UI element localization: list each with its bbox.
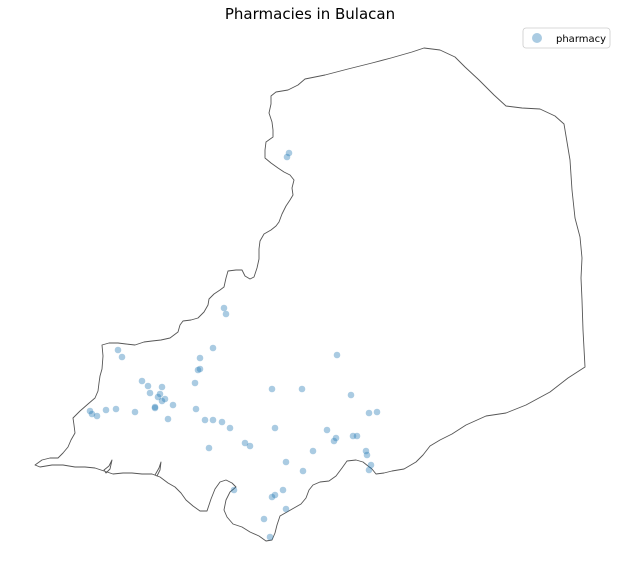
- pharmacy-point: [363, 451, 371, 459]
- pharmacy-point: [114, 346, 122, 354]
- pharmacy-point: [218, 418, 226, 426]
- pharmacy-point: [86, 407, 94, 415]
- legend-label-pharmacy: pharmacy: [556, 34, 606, 45]
- pharmacy-point: [271, 491, 279, 499]
- pharmacy-point: [88, 410, 96, 418]
- pharmacy-points: [86, 149, 381, 541]
- pharmacy-point: [353, 432, 361, 440]
- pharmacy-point: [205, 444, 213, 452]
- pharmacy-point: [151, 404, 159, 412]
- pharmacy-point: [156, 390, 164, 398]
- pharmacy-point: [144, 382, 152, 390]
- pharmacy-point: [201, 416, 209, 424]
- pharmacy-point: [131, 408, 139, 416]
- pharmacy-point: [196, 365, 204, 373]
- pharmacy-point: [347, 391, 355, 399]
- pharmacy-point: [220, 304, 228, 312]
- pharmacy-point: [373, 408, 381, 416]
- pharmacy-point: [282, 458, 290, 466]
- pharmacy-point: [222, 310, 230, 318]
- pharmacy-point: [196, 354, 204, 362]
- pharmacy-point: [266, 533, 274, 541]
- pharmacy-point: [246, 442, 254, 450]
- pharmacy-point: [268, 385, 276, 393]
- legend-marker: [532, 33, 542, 43]
- pharmacy-point: [309, 447, 317, 455]
- bulacan-boundary: [34, 47, 586, 542]
- pharmacy-point: [365, 409, 373, 417]
- pharmacy-point: [271, 424, 279, 432]
- pharmacy-point: [323, 426, 331, 434]
- pharmacy-point: [158, 397, 166, 405]
- pharmacy-point: [102, 406, 110, 414]
- pharmacy-point: [158, 383, 166, 391]
- pharmacy-point: [154, 393, 162, 401]
- pharmacy-point: [209, 344, 217, 352]
- pharmacy-point: [367, 461, 375, 469]
- pharmacy-point: [112, 405, 120, 413]
- pharmacy-point: [330, 437, 338, 445]
- pharmacy-point: [151, 403, 159, 411]
- pharmacy-point: [138, 377, 146, 385]
- pharmacy-point: [169, 401, 177, 409]
- pharmacy-point: [230, 486, 238, 494]
- pharmacy-point: [226, 424, 234, 432]
- pharmacy-point: [260, 515, 268, 523]
- pharmacy-point: [118, 353, 126, 361]
- pharmacy-point: [362, 447, 370, 455]
- pharmacy-point: [209, 416, 217, 424]
- pharmacy-point: [164, 415, 172, 423]
- pharmacy-point: [365, 466, 373, 474]
- pharmacy-point: [241, 439, 249, 447]
- pharmacy-point: [285, 149, 293, 157]
- pharmacy-point: [282, 505, 290, 513]
- legend-frame: [522, 27, 611, 49]
- pharmacy-point: [194, 366, 202, 374]
- pharmacy-point: [93, 412, 101, 420]
- pharmacy-point: [299, 467, 307, 475]
- pharmacy-point: [349, 432, 357, 440]
- pharmacy-point: [283, 153, 291, 161]
- pharmacy-point: [268, 493, 276, 501]
- pharmacy-point: [146, 389, 154, 397]
- pharmacy-point: [191, 379, 199, 387]
- pharmacy-point: [192, 405, 200, 413]
- pharmacy-point: [333, 351, 341, 359]
- map-title: Pharmacies in Bulacan: [225, 5, 395, 23]
- pharmacy-point: [279, 486, 287, 494]
- pharmacy-point: [161, 395, 169, 403]
- pharmacy-point: [332, 434, 340, 442]
- legend: pharmacy: [522, 27, 611, 49]
- pharmacy-point: [298, 385, 306, 393]
